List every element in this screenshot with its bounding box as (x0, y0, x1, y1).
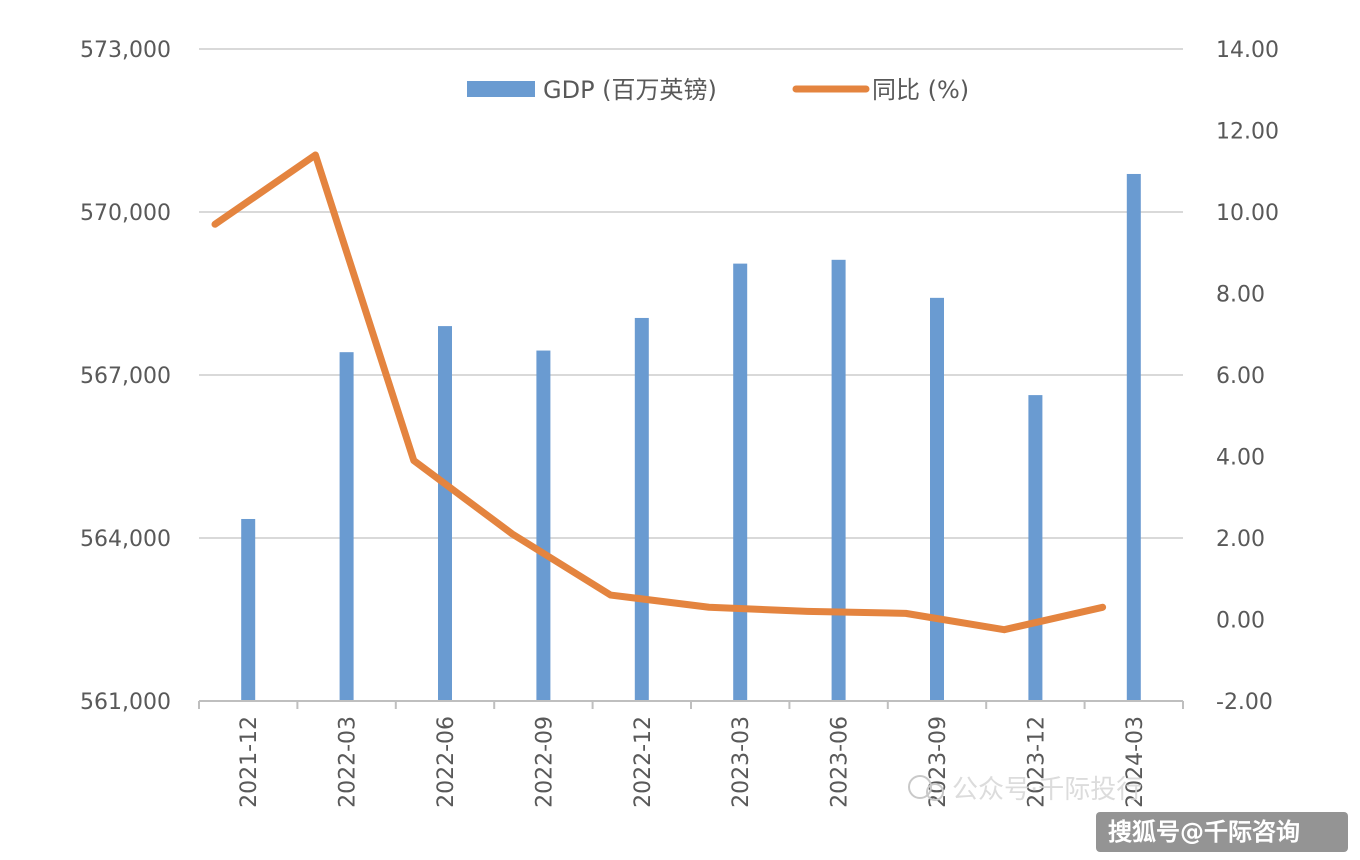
right-axis-ticks: -2.00 0.00 2.00 4.00 6.00 8.00 10.00 12.00 14.00 (1216, 38, 1279, 715)
watermark: 公众号·千际投行 搜狐号@千际咨询 (908, 775, 1348, 852)
x-tick-label: 2023-06 (828, 716, 853, 808)
x-tick-label: 2024-03 (1123, 716, 1148, 808)
yoy-line-path (211, 151, 1107, 634)
yoy-point (609, 594, 612, 597)
yoy-point (708, 606, 710, 609)
yoy-point (214, 223, 216, 226)
left-tick-label: 561,000 (80, 690, 171, 715)
right-tick-label: 4.00 (1216, 446, 1265, 471)
left-tick-label: 570,000 (80, 201, 171, 226)
gridlines (199, 48, 1183, 539)
right-tick-label: 6.00 (1216, 364, 1265, 389)
right-tick-label: 12.00 (1216, 120, 1279, 145)
watermark-backdrop (1096, 812, 1348, 852)
left-axis-ticks: 561,000 564,000 567,000 570,000 573,000 (80, 38, 171, 715)
gdp-bar (634, 317, 649, 701)
gdp-bar (339, 352, 354, 701)
gdp-bars (241, 173, 1141, 701)
gdp-bar (1126, 173, 1141, 701)
right-tick-label: 0.00 (1216, 609, 1265, 634)
right-tick-label: 2.00 (1216, 527, 1265, 552)
gdp-bar (733, 263, 748, 701)
legend: GDP (百万英镑) 同比 (%) (467, 76, 969, 104)
gdp-bar (241, 518, 256, 701)
right-tick-label: -2.00 (1216, 690, 1273, 715)
yoy-point (806, 610, 809, 613)
gdp-bar (930, 297, 944, 701)
left-tick-label: 567,000 (80, 364, 171, 389)
gdp-bar (831, 259, 846, 701)
wechat-icon (908, 775, 932, 799)
x-tick-label: 2022-03 (336, 716, 361, 808)
watermark-text: 搜狐号@千际咨询 (1108, 818, 1300, 846)
yoy-line (211, 151, 1107, 634)
yoy-point (1101, 606, 1104, 609)
axes (198, 700, 1184, 709)
x-tick-label: 2022-12 (631, 716, 656, 808)
legend-label-gdp: GDP (百万英镑) (543, 76, 717, 104)
x-tick-label: 2022-06 (434, 716, 459, 808)
gdp-bar (536, 350, 551, 701)
gdp-bar (438, 326, 452, 701)
yoy-point (412, 459, 415, 462)
watermark-faint-text: 公众号·千际投行 (952, 775, 1142, 805)
yoy-point (1003, 628, 1006, 631)
right-tick-label: 10.00 (1216, 201, 1279, 226)
yoy-point (511, 532, 514, 535)
x-tick-label: 2023-09 (926, 716, 951, 808)
left-tick-label: 573,000 (80, 38, 171, 63)
x-tick-label: 2021-12 (237, 716, 262, 808)
right-tick-label: 14.00 (1216, 38, 1279, 63)
legend-label-yoy: 同比 (%) (872, 76, 969, 104)
right-tick-label: 8.00 (1216, 283, 1265, 308)
x-tick-label: 2022-09 (532, 716, 557, 808)
x-tick-label: 2023-03 (729, 716, 754, 808)
x-tick-label: 2023-12 (1024, 716, 1049, 808)
gdp-bar (1028, 395, 1043, 701)
yoy-point (314, 153, 317, 156)
x-axis-ticks: 2021-12 2022-03 2022-06 2022-09 2022-12 2023-… (237, 716, 1148, 808)
left-tick-label: 564,000 (80, 527, 171, 552)
legend-swatch-gdp (467, 81, 535, 97)
yoy-point (904, 612, 907, 615)
